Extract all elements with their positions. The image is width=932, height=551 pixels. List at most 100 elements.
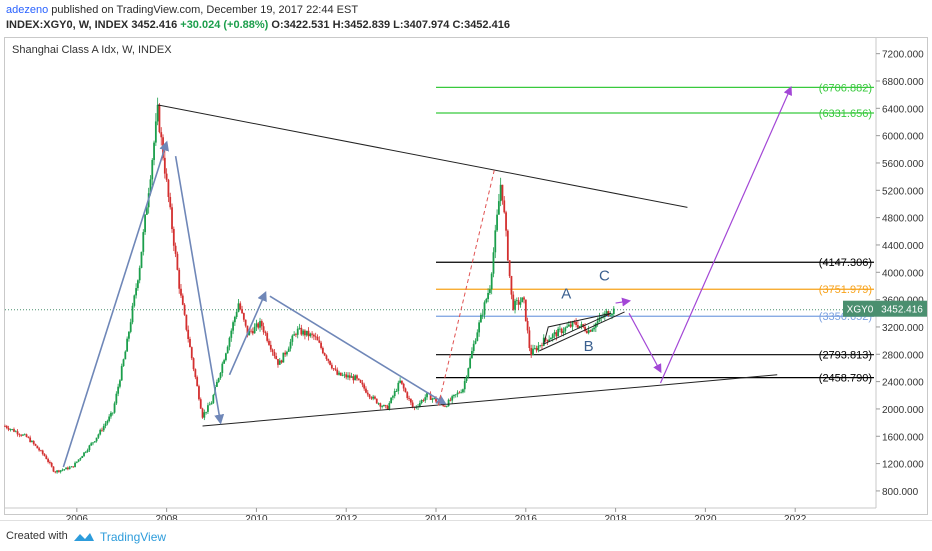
- candle-body: [480, 314, 482, 323]
- y-tick-label: 1200.000: [882, 460, 924, 471]
- candle-body: [528, 330, 531, 349]
- candle-body: [444, 405, 446, 407]
- candle-body: [32, 441, 35, 444]
- candle-body: [289, 341, 292, 349]
- candle-body: [505, 212, 507, 231]
- candle-body: [95, 437, 98, 442]
- close-value: C:3452.416: [452, 19, 510, 31]
- candle-body: [86, 450, 89, 452]
- candle-body: [224, 353, 227, 361]
- candle-body: [133, 295, 136, 306]
- candle-body: [580, 324, 583, 326]
- candle-body: [578, 325, 581, 328]
- candle-body: [167, 179, 170, 198]
- y-tick-label: 6400.000: [882, 104, 924, 115]
- candle-body: [503, 200, 506, 213]
- candle-body: [307, 330, 310, 337]
- candle-body: [126, 338, 129, 352]
- candle-body: [70, 466, 73, 468]
- open-value: O:3422.531: [271, 19, 330, 31]
- y-tick-label: 6800.000: [882, 77, 924, 88]
- candle-body: [149, 179, 152, 194]
- candle-body: [363, 384, 366, 389]
- candle-body: [318, 340, 321, 343]
- candle-body: [275, 356, 278, 360]
- candle-body: [585, 330, 588, 334]
- created-with-text: Created with: [6, 530, 68, 542]
- y-tick-label: 7200.000: [882, 50, 924, 61]
- y-tick-label: 2800.000: [882, 350, 924, 361]
- candle-body: [347, 375, 349, 378]
- candle-body: [259, 321, 261, 328]
- candle-body: [208, 404, 211, 406]
- candle-body: [542, 337, 545, 346]
- candle-body: [88, 445, 91, 451]
- candle-body: [339, 372, 342, 376]
- candle-body: [386, 405, 389, 410]
- candle-body: [74, 462, 76, 468]
- candle-body: [524, 299, 527, 321]
- candle-body: [368, 394, 371, 398]
- tradingview-logo-icon: [74, 533, 94, 541]
- candle-body: [269, 344, 272, 350]
- dashed-projection: [437, 169, 495, 406]
- candle-body: [517, 300, 520, 305]
- candle-body: [576, 325, 579, 328]
- candle-body: [284, 352, 287, 355]
- candle-body: [56, 470, 58, 473]
- candle-body: [415, 407, 418, 409]
- candle-body: [329, 360, 331, 365]
- candle-body: [499, 184, 502, 202]
- candle-body: [400, 380, 403, 384]
- candle-body: [122, 359, 125, 367]
- candle-body: [196, 377, 199, 387]
- candle-body: [436, 401, 439, 403]
- tradingview-brand[interactable]: TradingView: [100, 530, 167, 544]
- candle-body: [90, 443, 93, 446]
- y-tick-label: 4000.000: [882, 268, 924, 279]
- level-label: (2458.790): [819, 373, 872, 385]
- candle-body: [345, 374, 348, 378]
- level-label: (6331.656): [819, 108, 872, 120]
- candle-body: [553, 332, 556, 335]
- candle-body: [154, 121, 157, 143]
- candle-body: [101, 429, 103, 431]
- candle-body: [241, 309, 243, 314]
- candle-body: [566, 326, 569, 328]
- candle-body: [562, 331, 565, 334]
- price-chart[interactable]: Shanghai Class A Idx, W, INDEX 800.000 12…: [0, 0, 932, 520]
- candle-body: [304, 330, 306, 336]
- change-value: +30.024 (+0.88%): [180, 19, 269, 31]
- candle-body: [323, 353, 326, 356]
- candle-body: [97, 434, 100, 438]
- candle-body: [27, 436, 30, 438]
- candle-body: [151, 159, 154, 180]
- candle-body: [393, 391, 396, 397]
- y-tick-label: 2000.000: [882, 405, 924, 416]
- candle-body: [584, 326, 586, 331]
- last-price-symbol-badge: [843, 300, 877, 317]
- candle-body: [104, 423, 107, 427]
- candle-body: [325, 355, 328, 359]
- y-tick-label: 800.000: [882, 487, 919, 498]
- candle-body: [365, 388, 367, 393]
- candle-body: [38, 448, 41, 451]
- candle-body: [40, 450, 42, 452]
- candle-body: [515, 300, 518, 302]
- candle-body: [178, 269, 181, 289]
- level-label: (3751.979): [819, 284, 872, 296]
- candle-body: [119, 380, 121, 387]
- candle-body: [350, 376, 353, 378]
- candle-body: [36, 445, 39, 449]
- candle-body: [93, 441, 96, 443]
- candle-body: [422, 400, 425, 401]
- candle-body: [330, 364, 333, 369]
- candle-body: [429, 393, 432, 400]
- publisher-name[interactable]: adezeno: [6, 4, 49, 16]
- candle-body: [286, 351, 288, 355]
- candle-body: [165, 173, 168, 180]
- wave-arrow: [269, 295, 447, 405]
- candle-body: [142, 232, 145, 252]
- candle-body: [314, 336, 317, 338]
- y-tick-label: 1600.000: [882, 432, 924, 443]
